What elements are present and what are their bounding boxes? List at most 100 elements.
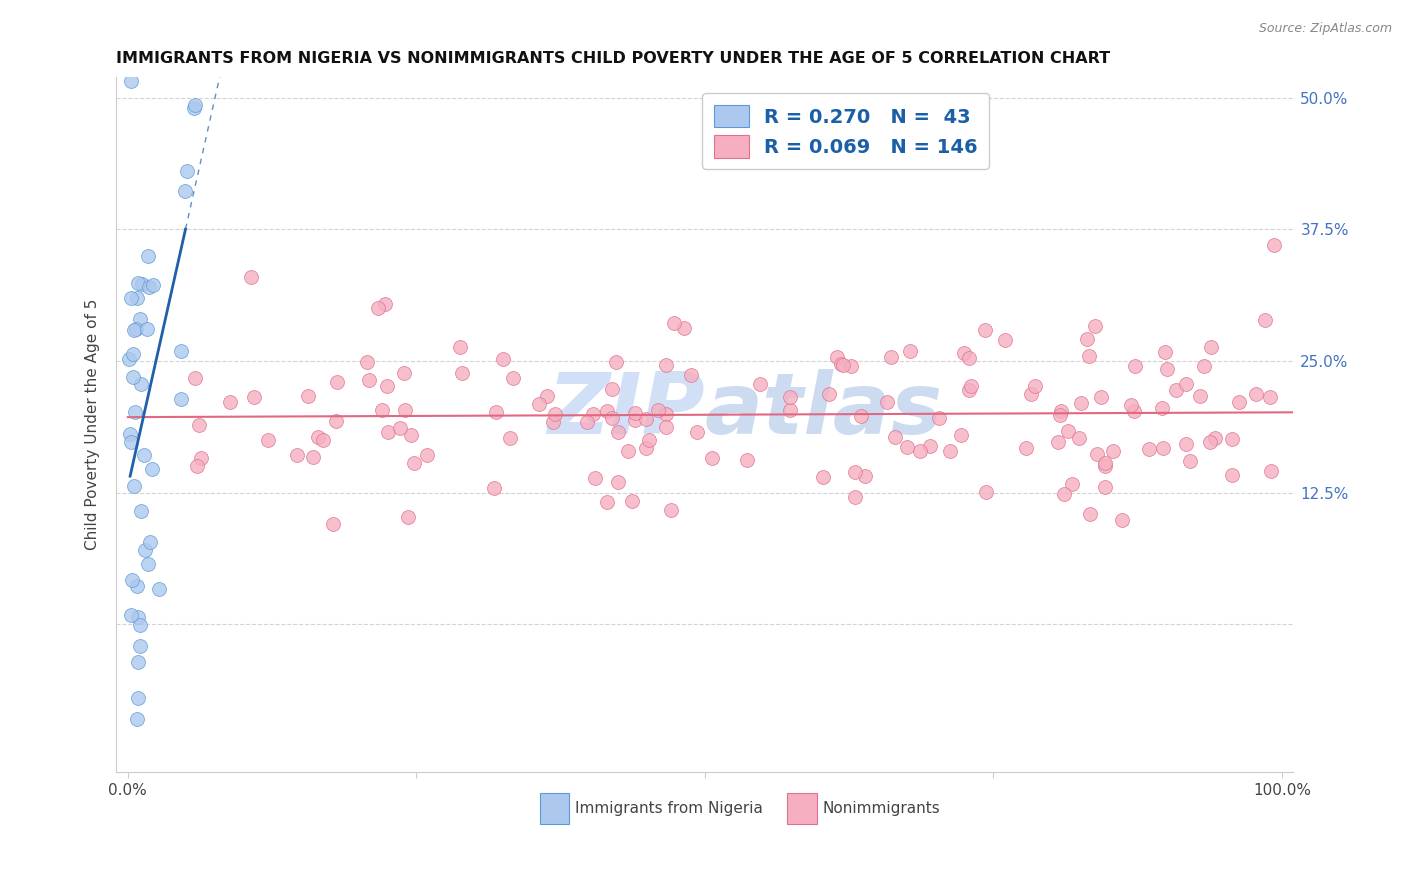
Point <box>1094 458 1116 473</box>
Point <box>357 373 380 387</box>
Point <box>125 291 148 305</box>
Point <box>190 451 212 466</box>
Point <box>1015 442 1038 456</box>
Text: Nonimmigrants: Nonimmigrants <box>823 801 941 816</box>
Point <box>600 410 623 425</box>
Point <box>973 323 995 337</box>
Point <box>1057 425 1080 439</box>
Point <box>908 444 931 458</box>
Point <box>659 503 682 517</box>
Point <box>131 277 153 292</box>
Point <box>120 434 142 449</box>
Point <box>1137 442 1160 456</box>
Point <box>1178 454 1201 468</box>
Point <box>322 517 344 532</box>
Point <box>1220 467 1243 482</box>
Point <box>575 415 598 429</box>
Text: IMMIGRANTS FROM NIGERIA VS NONIMMIGRANTS CHILD POVERTY UNDER THE AGE OF 5 CORREL: IMMIGRANTS FROM NIGERIA VS NONIMMIGRANTS… <box>117 51 1111 66</box>
Point <box>242 390 264 404</box>
FancyBboxPatch shape <box>787 793 817 824</box>
Point <box>928 411 950 425</box>
Point <box>655 358 678 372</box>
Point <box>325 414 347 428</box>
Text: Source: ZipAtlas.com: Source: ZipAtlas.com <box>1258 22 1392 36</box>
Point <box>375 379 398 393</box>
Point <box>450 366 472 380</box>
Point <box>120 73 142 87</box>
Point <box>896 440 918 454</box>
Text: atlas: atlas <box>704 369 943 452</box>
Point <box>1021 386 1043 401</box>
Point <box>605 355 627 369</box>
Point <box>1067 431 1090 445</box>
Point <box>957 351 980 365</box>
Point <box>825 350 848 364</box>
Point <box>257 434 280 448</box>
Point <box>392 366 415 380</box>
Point <box>853 468 876 483</box>
Point <box>607 475 630 489</box>
Point <box>583 471 606 485</box>
Point <box>1188 389 1211 403</box>
Point <box>1153 345 1175 359</box>
Point <box>139 535 162 549</box>
Point <box>655 407 678 421</box>
Point <box>544 407 567 421</box>
Point <box>1152 401 1174 416</box>
Text: ZIP: ZIP <box>547 369 704 452</box>
Point <box>527 396 550 410</box>
Point <box>1070 395 1092 409</box>
Point <box>121 573 143 587</box>
Point <box>1201 340 1223 354</box>
Point <box>136 322 159 336</box>
Point <box>953 346 976 360</box>
Point <box>377 425 399 440</box>
Point <box>129 639 152 653</box>
Point <box>1060 476 1083 491</box>
Point <box>664 316 686 330</box>
Point <box>541 415 564 429</box>
Point <box>813 470 835 484</box>
Point <box>492 351 515 366</box>
Point <box>620 494 643 508</box>
Point <box>600 382 623 396</box>
Point <box>184 98 207 112</box>
Point <box>839 359 862 373</box>
Point <box>367 301 389 316</box>
Point <box>170 343 193 358</box>
Point <box>844 465 866 479</box>
Point <box>1046 434 1069 449</box>
Point <box>974 485 997 500</box>
Point <box>1083 318 1105 333</box>
Point <box>183 371 205 385</box>
Point <box>402 456 425 470</box>
Point <box>132 448 155 462</box>
Point <box>136 557 159 571</box>
Point <box>1121 398 1143 412</box>
Point <box>884 430 907 444</box>
Point <box>148 582 170 596</box>
Point <box>596 495 619 509</box>
Text: Immigrants from Nigeria: Immigrants from Nigeria <box>575 801 763 816</box>
Point <box>1220 432 1243 446</box>
Point <box>1049 408 1071 422</box>
Point <box>536 389 558 403</box>
Point <box>485 405 508 419</box>
Point <box>118 427 141 442</box>
Point <box>183 101 205 115</box>
Point <box>681 368 703 382</box>
Point <box>994 333 1017 347</box>
Point <box>749 376 772 391</box>
Point <box>686 425 709 439</box>
Point <box>394 403 416 417</box>
Point <box>499 431 522 445</box>
Point <box>1192 359 1215 374</box>
Point <box>176 164 198 178</box>
Point <box>326 375 349 389</box>
Point <box>218 395 240 409</box>
Point <box>129 312 152 326</box>
Point <box>1123 359 1146 373</box>
Point <box>1123 404 1146 418</box>
Point <box>399 427 422 442</box>
Point <box>127 655 149 669</box>
